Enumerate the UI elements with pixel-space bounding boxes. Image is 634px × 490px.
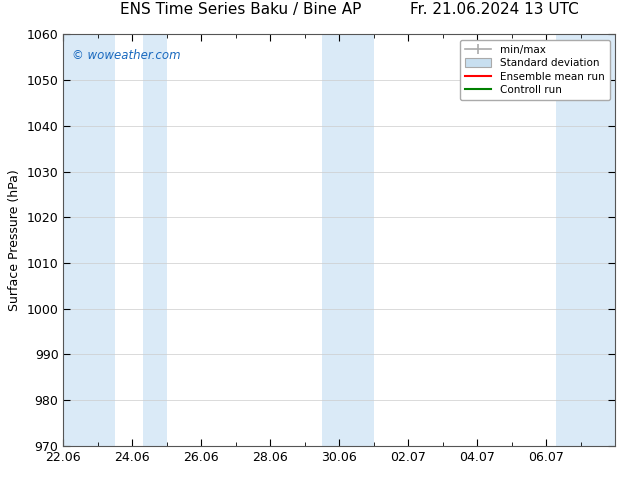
Text: ENS Time Series Baku / Bine AP: ENS Time Series Baku / Bine AP — [120, 2, 361, 17]
Bar — [143, 34, 167, 446]
Legend: min/max, Standard deviation, Ensemble mean run, Controll run: min/max, Standard deviation, Ensemble me… — [460, 40, 610, 100]
Text: © woweather.com: © woweather.com — [72, 49, 180, 62]
Text: Fr. 21.06.2024 13 UTC: Fr. 21.06.2024 13 UTC — [410, 2, 579, 17]
Bar — [63, 34, 115, 446]
Bar — [557, 34, 615, 446]
Bar — [322, 34, 373, 446]
Y-axis label: Surface Pressure (hPa): Surface Pressure (hPa) — [8, 169, 21, 311]
